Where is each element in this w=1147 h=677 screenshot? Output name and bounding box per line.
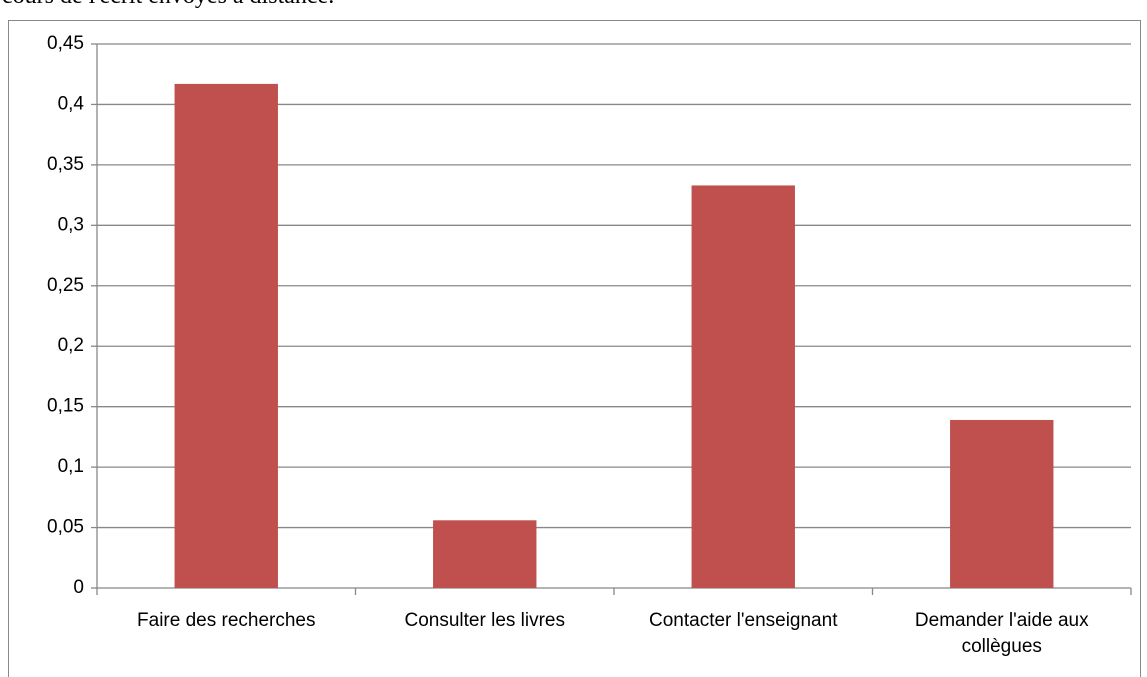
x-tick-label: Faire des recherches (137, 610, 316, 631)
bar (691, 185, 795, 588)
y-tick-label: 0,05 (47, 517, 84, 538)
x-tick-label: Demander l'aide aux collègues (914, 610, 1089, 657)
y-tick-label: 0,15 (47, 396, 84, 417)
bar (433, 520, 537, 588)
x-tick-label: Consulter les livres (404, 610, 566, 631)
y-tick-label: 0,4 (58, 93, 85, 114)
chart-border (8, 20, 1141, 677)
y-tick-label: 0,45 (47, 33, 84, 54)
y-tick-label: 0,2 (58, 335, 84, 356)
y-tick-label: 0,3 (58, 214, 84, 235)
y-tick-label: 0,35 (47, 154, 84, 175)
bar (950, 419, 1054, 588)
bar (174, 83, 278, 588)
caption: cours de l'écrit envoyés à distance. (2, 0, 334, 10)
y-tick-label: 0,25 (47, 275, 84, 296)
y-tick-label: 0 (73, 577, 84, 598)
x-tick-label: Contacter l'enseignant (649, 610, 838, 631)
y-tick-label: 0,1 (58, 456, 84, 477)
